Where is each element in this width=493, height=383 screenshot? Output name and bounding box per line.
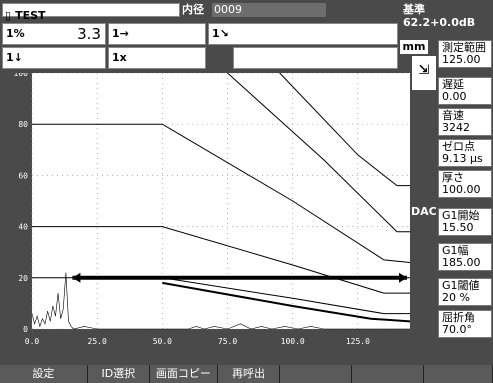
softkey[interactable]: 再呼出: [218, 365, 280, 383]
param-value: 15.50: [439, 222, 491, 234]
param-value: 3242: [439, 122, 491, 134]
x-tick-label: 125.0: [346, 337, 370, 346]
y-tick-label: 100: [14, 73, 29, 78]
param-value: 100.00: [439, 184, 491, 196]
x-tick-label: 75.0: [218, 337, 237, 346]
unit-label: mm: [400, 40, 428, 54]
param-box[interactable]: ゼロ点 9.13 µs: [438, 139, 492, 167]
y-tick-label: 60: [18, 171, 28, 180]
reading-4-label: 1↓: [4, 51, 25, 65]
a-scan-display[interactable]: 0.0 25.0 50.0 75.0 100.0 125.0 0 20 40 60 80 100: [0, 73, 410, 355]
param-value: 9.13 µs: [439, 153, 491, 165]
param-box[interactable]: G1幅 185.00: [438, 243, 492, 271]
param-box[interactable]: 厚さ 100.00: [438, 170, 492, 198]
softkey[interactable]: 設定: [0, 365, 88, 383]
inner-dia-value[interactable]: 0009: [212, 3, 326, 17]
param-box[interactable]: G1開始 15.50: [438, 208, 492, 236]
reading-1-value: 3.3: [77, 25, 101, 43]
reading-3-label: 1↘: [210, 27, 231, 41]
inner-dia-label: 内径: [182, 3, 212, 17]
softkey[interactable]: 画面コピー: [150, 365, 218, 383]
reading-2[interactable]: 1→: [108, 23, 206, 45]
param-box[interactable]: G1閾値 20 %: [438, 278, 492, 306]
param-box[interactable]: 遅延 0.00: [438, 77, 492, 105]
param-value: 185.00: [439, 257, 491, 269]
y-tick-label: 80: [18, 120, 28, 129]
softkey[interactable]: ID選択: [88, 365, 150, 383]
reading-1[interactable]: 1% 3.3: [2, 23, 106, 45]
param-box[interactable]: 測定範囲 125.00: [438, 40, 492, 68]
reading-5[interactable]: 1x: [108, 47, 206, 69]
y-tick-label: 40: [18, 223, 28, 232]
gain-display[interactable]: 基準 62.2+0.0dB: [403, 3, 491, 31]
x-tick-label: 0.0: [25, 337, 40, 346]
x-tick-label: 100.0: [281, 337, 305, 346]
dac-label: DAC: [411, 205, 437, 219]
reading-6[interactable]: [233, 47, 398, 69]
file-icon: ▯: [3, 9, 13, 22]
x-tick-label: 50.0: [153, 337, 172, 346]
param-box[interactable]: 音速 3242: [438, 108, 492, 136]
reading-4[interactable]: 1↓: [2, 47, 106, 69]
param-value: 70.0°: [439, 324, 491, 336]
param-box[interactable]: 屈折角 70.0°: [438, 310, 492, 338]
reading-1-label: 1%: [4, 27, 27, 41]
softkey-bar: 設定 ID選択 画面コピー 再呼出: [0, 365, 493, 383]
param-value: 20 %: [439, 292, 491, 304]
softkey[interactable]: [352, 365, 424, 383]
gain-label: 基準: [403, 3, 491, 16]
file-name: TEST: [13, 9, 47, 22]
param-value: 125.00: [439, 54, 491, 66]
angle-beam-icon: ⇲: [412, 56, 436, 90]
reading-2-label: 1→: [110, 27, 131, 41]
a-scan-background: [32, 73, 410, 329]
y-tick-label: 0: [23, 325, 28, 334]
x-axis-ticks: 0.0 25.0 50.0 75.0 100.0 125.0: [25, 337, 370, 346]
x-tick-label: 25.0: [88, 337, 107, 346]
param-value: 0.00: [439, 91, 491, 103]
softkey[interactable]: [424, 365, 493, 383]
gain-value: 62.2+0.0dB: [403, 16, 491, 29]
file-name-field[interactable]: ▯ TEST: [2, 3, 180, 17]
y-tick-label: 20: [18, 274, 28, 283]
reading-3[interactable]: 1↘: [208, 23, 398, 45]
y-axis-ticks: 0 20 40 60 80 100: [14, 73, 29, 334]
softkey[interactable]: [280, 365, 352, 383]
reading-5-label: 1x: [110, 51, 129, 65]
